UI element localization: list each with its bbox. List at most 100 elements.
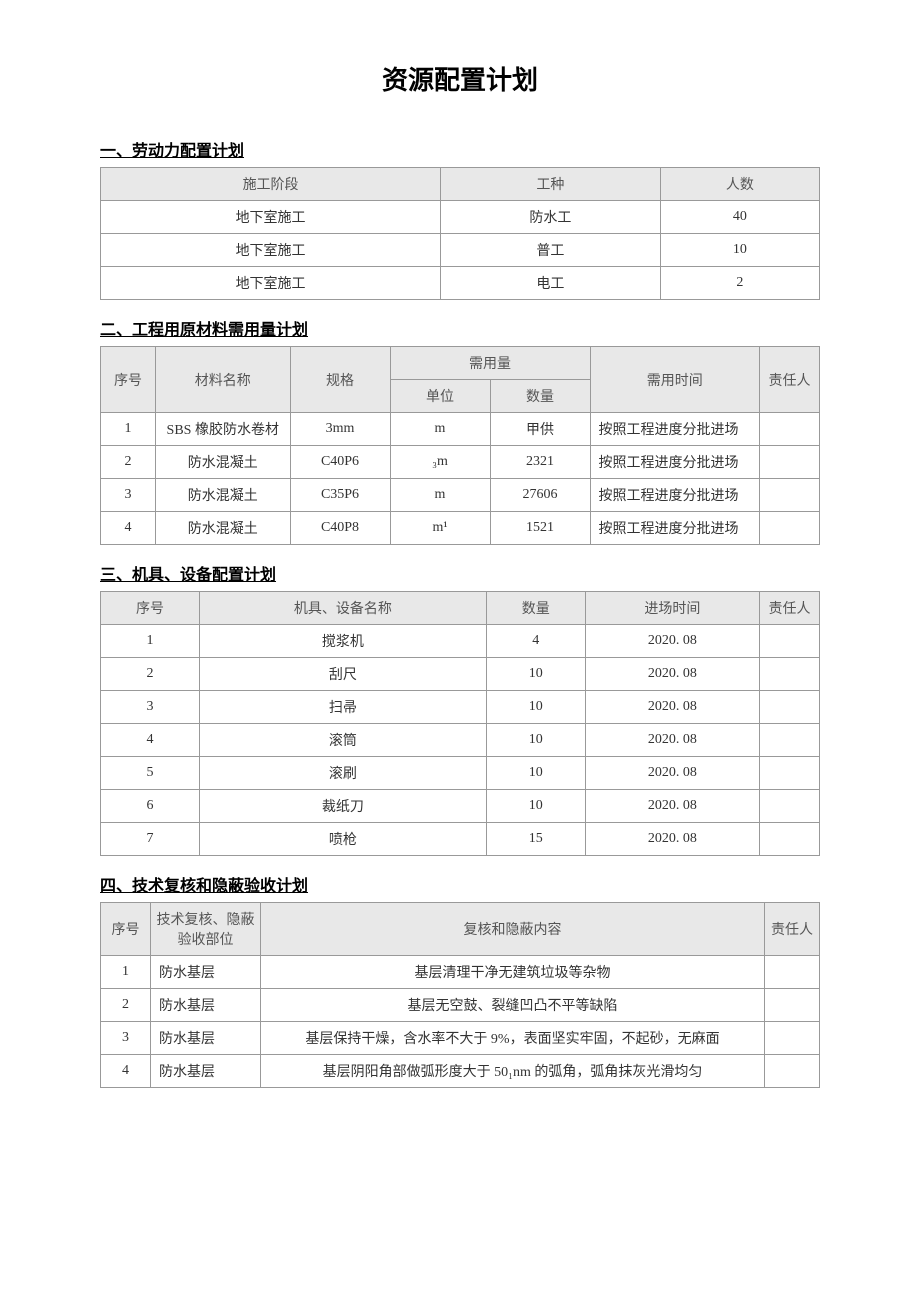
table-cell: 滚筒: [200, 724, 487, 757]
table-cell: 2020. 08: [585, 757, 759, 790]
mat-th-seq: 序号: [101, 347, 156, 413]
table-cell: 地下室施工: [101, 267, 441, 300]
table-cell: 40: [660, 201, 819, 234]
table-cell: 基层保持干燥，含水率不大于 9%，表面坚实牢固，不起砂，无麻面: [261, 1022, 765, 1055]
table-cell: 7: [101, 823, 200, 856]
table-cell: 甲供: [490, 413, 590, 446]
table-cell: 防水混凝土: [156, 479, 291, 512]
table-cell: 按照工程进度分批进场: [590, 479, 760, 512]
table-cell: 4: [101, 512, 156, 545]
table-row: 4滚筒102020. 08: [101, 724, 820, 757]
mat-th-resp: 责任人: [760, 347, 820, 413]
table-cell: 搅浆机: [200, 625, 487, 658]
table-cell: 按照工程进度分批进场: [590, 413, 760, 446]
table-cell: 按照工程进度分批进场: [590, 446, 760, 479]
rv-th-part: 技术复核、隐蔽验收部位: [151, 903, 261, 956]
table-cell: 2: [101, 989, 151, 1022]
table-cell: C35P6: [290, 479, 390, 512]
section2-heading: 二、工程用原材料需用量计划: [100, 316, 820, 340]
table-cell: 按照工程进度分批进场: [590, 512, 760, 545]
table-cell: 防水基层: [151, 956, 261, 989]
table-cell: 3: [101, 479, 156, 512]
table-cell: [760, 691, 820, 724]
table-cell: 防水混凝土: [156, 446, 291, 479]
table-row: 2防水基层基层无空鼓、裂缝凹凸不平等缺陷: [101, 989, 820, 1022]
eq-th-resp: 责任人: [760, 592, 820, 625]
table-cell: [760, 479, 820, 512]
table-cell: 基层清理干净无建筑垃圾等杂物: [261, 956, 765, 989]
table-row: 1SBS 橡胶防水卷材3mmm甲供按照工程进度分批进场: [101, 413, 820, 446]
table-cell: 2: [101, 658, 200, 691]
table-cell: 2020. 08: [585, 823, 759, 856]
table-cell: C40P6: [290, 446, 390, 479]
material-table: 序号 材料名称 规格 需用量 需用时间 责任人 单位 数量 1SBS 橡胶防水卷…: [100, 346, 820, 545]
table-row: 1搅浆机42020. 08: [101, 625, 820, 658]
table-cell: 滚刷: [200, 757, 487, 790]
table-cell: [760, 413, 820, 446]
review-table: 序号 技术复核、隐蔽验收部位 复核和隐蔽内容 责任人 1防水基层基层清理干净无建…: [100, 902, 820, 1088]
table-cell: m: [390, 479, 490, 512]
table-cell: 2321: [490, 446, 590, 479]
table-cell: 5: [101, 757, 200, 790]
equipment-table: 序号 机具、设备名称 数量 进场时间 责任人 1搅浆机42020. 082刮尺1…: [100, 591, 820, 856]
table-cell: [760, 625, 820, 658]
table-row: 地下室施工电工2: [101, 267, 820, 300]
table-cell: 10: [486, 757, 585, 790]
eq-th-qty: 数量: [486, 592, 585, 625]
table-row: 6裁纸刀102020. 08: [101, 790, 820, 823]
table-cell: [765, 989, 820, 1022]
table-cell: 防水工: [441, 201, 661, 234]
table-cell: 刮尺: [200, 658, 487, 691]
table-row: 地下室施工普工10: [101, 234, 820, 267]
table-cell: 1: [101, 956, 151, 989]
table-cell: 10: [486, 724, 585, 757]
table-cell: 2020. 08: [585, 790, 759, 823]
labor-th-count: 人数: [660, 168, 819, 201]
table-cell: 1: [101, 413, 156, 446]
mat-th-spec: 规格: [290, 347, 390, 413]
table-cell: 防水基层: [151, 989, 261, 1022]
mat-th-time: 需用时间: [590, 347, 760, 413]
labor-th-type: 工种: [441, 168, 661, 201]
table-row: 3防水基层基层保持干燥，含水率不大于 9%，表面坚实牢固，不起砂，无麻面: [101, 1022, 820, 1055]
table-row: 1防水基层基层清理干净无建筑垃圾等杂物: [101, 956, 820, 989]
eq-th-seq: 序号: [101, 592, 200, 625]
table-cell: 基层无空鼓、裂缝凹凸不平等缺陷: [261, 989, 765, 1022]
table-cell: 扫帚: [200, 691, 487, 724]
table-row: 5滚刷102020. 08: [101, 757, 820, 790]
table-cell: C40P8: [290, 512, 390, 545]
table-cell: 2: [660, 267, 819, 300]
table-cell: 地下室施工: [101, 201, 441, 234]
table-cell: [760, 658, 820, 691]
table-cell: [760, 446, 820, 479]
table-cell: 10: [486, 790, 585, 823]
table-cell: 4: [101, 1055, 151, 1088]
table-cell: 4: [486, 625, 585, 658]
table-cell: 1521: [490, 512, 590, 545]
table-cell: 喷枪: [200, 823, 487, 856]
table-cell: 防水混凝土: [156, 512, 291, 545]
table-cell: [765, 1055, 820, 1088]
table-cell: 1: [101, 625, 200, 658]
table-cell: [760, 757, 820, 790]
table-cell: 普工: [441, 234, 661, 267]
table-cell: 3: [101, 1022, 151, 1055]
table-cell: m: [390, 413, 490, 446]
section1-heading: 一、劳动力配置计划: [100, 137, 820, 161]
table-cell: 2020. 08: [585, 691, 759, 724]
table-row: 2刮尺102020. 08: [101, 658, 820, 691]
table-cell: 2020. 08: [585, 625, 759, 658]
labor-table: 施工阶段 工种 人数 地下室施工防水工40地下室施工普工10地下室施工电工2: [100, 167, 820, 300]
table-cell: 2: [101, 446, 156, 479]
table-row: 7喷枪152020. 08: [101, 823, 820, 856]
table-cell: 基层阴阳角部做弧形度大于 50₁nm 的弧角，弧角抹灰光滑均匀: [261, 1055, 765, 1088]
table-cell: m¹: [390, 512, 490, 545]
table-cell: 防水基层: [151, 1055, 261, 1088]
table-cell: 10: [660, 234, 819, 267]
section3-heading: 三、机具、设备配置计划: [100, 561, 820, 585]
rv-th-resp: 责任人: [765, 903, 820, 956]
table-cell: [760, 790, 820, 823]
table-cell: [765, 956, 820, 989]
section4-heading: 四、技术复核和隐蔽验收计划: [100, 872, 820, 896]
table-row: 3扫帚102020. 08: [101, 691, 820, 724]
